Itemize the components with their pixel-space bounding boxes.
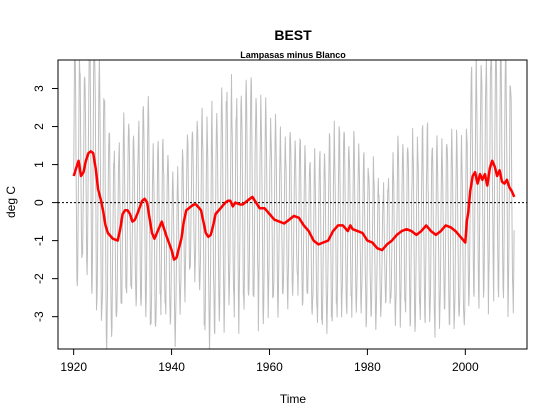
y-tick-label: -2 — [32, 273, 46, 284]
plot-area — [58, 60, 527, 349]
monthly-series-line — [73, 60, 515, 349]
y-tick-label: 1 — [32, 161, 46, 168]
y-tick-label: -1 — [32, 235, 46, 246]
x-tick-label: 1960 — [256, 360, 283, 374]
plot-clip — [58, 60, 527, 349]
y-axis-label: deg C — [4, 186, 18, 218]
x-tick-label: 1940 — [158, 360, 185, 374]
chart-title: BEST — [274, 27, 312, 43]
y-tick-label: 3 — [32, 85, 46, 92]
y-tick-label: 2 — [32, 123, 46, 130]
x-tick-label: 1980 — [354, 360, 381, 374]
y-tick-label: -3 — [32, 311, 46, 322]
x-tick-label: 1920 — [60, 360, 87, 374]
smoothed-series-line — [72, 150, 516, 261]
chart-subtitle: Lampasas minus Blanco — [240, 50, 346, 60]
y-tick-label: 0 — [32, 199, 46, 206]
x-axis-label: Time — [280, 392, 307, 406]
x-tick-label: 2000 — [452, 360, 479, 374]
y-axis: -3 -2 -1 0 1 2 3 — [32, 85, 59, 322]
x-axis: 1920 1940 1960 1980 2000 — [60, 348, 479, 374]
